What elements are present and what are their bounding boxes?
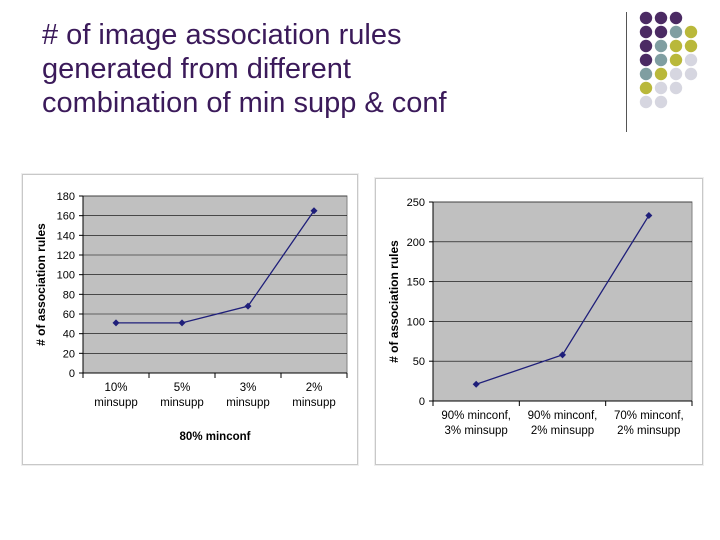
decorative-dot [669,67,683,81]
decorative-dot [639,39,653,53]
x-tick-label: 3% [240,382,257,394]
data-point [472,380,480,388]
slide-title: # of image association rules generated f… [42,18,602,120]
decorative-dot [669,25,683,39]
y-tick-label: 200 [407,237,425,249]
x-tick-label: 3% minsupp [445,425,508,437]
y-tick-label: 100 [407,316,425,328]
chart-minconf-minsupp: 0 50 100 150 200 250 90% minconf, 3% minsupp 90%… [375,178,703,465]
decorative-dot [639,81,653,95]
series-line [116,210,315,324]
x-axis-label: 80% minconf [180,431,251,443]
data-point [310,207,318,215]
plot-area [82,195,348,374]
x-tick-label: 2% minsupp [617,425,680,437]
data-point [244,302,252,310]
decorative-dot [669,39,683,53]
x-tick-label: 90% minconf, [441,410,511,422]
decorative-dot [684,53,698,67]
decorative-dot [669,81,683,95]
chart-minconf-minsupp-svg: 0 50 100 150 200 250 90% minconf, 3% minsupp 90%… [387,197,693,437]
y-tick-label: 50 [413,356,425,368]
y-axis-label: # of association rules [34,223,48,346]
y-tick-label: 20 [63,348,75,360]
decorative-dot [654,67,668,81]
decorative-dot [654,39,668,53]
decorative-dot [639,25,653,39]
y-tick-label: 120 [57,250,75,262]
decorative-dot [669,11,683,25]
x-tick-label: minsupp [292,397,335,409]
decorative-divider [626,12,627,132]
decorative-dot [684,25,698,39]
y-tick-label: 140 [57,230,75,242]
decorative-dot [639,11,653,25]
x-tick-label: 10% [104,382,127,394]
x-tick-label: 2% [306,382,323,394]
decorative-dot [654,81,668,95]
x-tick-label: 2% minsupp [531,425,594,437]
decorative-dot [654,25,668,39]
chart-minsupp-svg: 0 20 40 60 80 100 120 140 160 180 10% minsupp 5% mins… [34,191,348,443]
y-tick-label: 180 [57,191,75,203]
decorative-dot [654,53,668,67]
y-tick-label: 250 [407,197,425,209]
x-tick-label: 70% minconf, [614,410,684,422]
data-point [178,319,186,327]
plot-area [432,201,693,402]
data-point [112,319,120,327]
y-tick-label: 60 [63,309,75,321]
x-tick-label: minsupp [226,397,269,409]
x-tick-label: 5% [174,382,191,394]
y-tick-label: 100 [57,270,75,282]
y-tick-label: 80 [63,289,75,301]
chart-minsupp: 0 20 40 60 80 100 120 140 160 180 10% minsupp 5% mins… [22,174,358,465]
y-tick-label: 160 [57,211,75,223]
slide-title-line: generated from different [42,53,351,85]
data-point [559,351,566,359]
decorative-dot [684,39,698,53]
decorative-dot [654,95,668,109]
y-axis-label: # of association rules [387,240,401,363]
slide-title-line: # of image association rules [42,19,402,51]
y-tick-label: 0 [419,396,425,408]
y-tick-label: 150 [407,277,425,289]
decorative-dot [639,53,653,67]
decorative-dot [639,67,653,81]
slide-title-line: combination of min supp & conf [42,87,447,119]
decorative-dot-grid [639,11,698,109]
x-tick-label: minsupp [94,397,137,409]
decorative-dot [684,67,698,81]
x-tick-label: 90% minconf, [528,410,598,422]
y-tick-label: 40 [63,329,75,341]
decorative-dot [669,53,683,67]
y-tick-label: 0 [69,368,75,380]
data-point [645,212,653,220]
decorative-dot [639,95,653,109]
decorative-dot [654,11,668,25]
x-tick-label: minsupp [160,397,203,409]
